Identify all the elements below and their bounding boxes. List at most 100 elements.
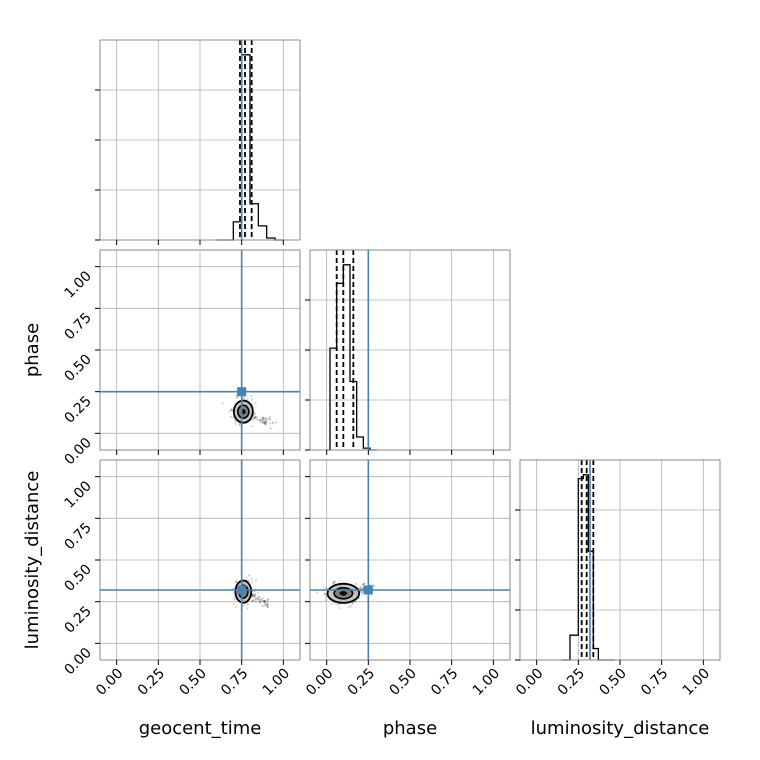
truth-marker — [363, 585, 373, 595]
sample-point — [254, 594, 257, 597]
sample-point — [268, 422, 272, 425]
sample-point — [264, 418, 267, 421]
x-tick-label-0.50: 0.50 — [386, 666, 419, 699]
x-tick-label-0.25: 0.25 — [555, 666, 588, 699]
sample-point — [259, 598, 262, 601]
sample-point — [254, 416, 257, 419]
sample-point — [258, 601, 262, 604]
sample-point — [252, 416, 255, 420]
sample-point — [221, 402, 224, 405]
x-tick-label-0.50: 0.50 — [596, 666, 629, 699]
sample-point — [247, 574, 251, 577]
sample-point — [336, 603, 339, 606]
sample-point — [254, 598, 257, 601]
y-tick-label-0.00: 0.00 — [61, 645, 94, 678]
contour-core — [339, 591, 348, 596]
sample-point — [262, 600, 265, 603]
sample-point — [247, 603, 250, 606]
y-tick-label-0.50: 0.50 — [61, 562, 94, 595]
sample-point — [251, 595, 254, 598]
sample-point — [265, 421, 268, 425]
sample-point — [265, 604, 269, 607]
x-tick-label-0.75: 0.75 — [638, 666, 671, 699]
sample-point — [229, 408, 233, 411]
y-tick-label-0.25: 0.25 — [61, 603, 94, 636]
sample-point — [246, 607, 249, 610]
sample-point — [260, 598, 263, 601]
truth-marker — [237, 585, 247, 595]
sample-point — [253, 412, 257, 415]
sample-point — [263, 421, 266, 424]
sample-point — [252, 417, 256, 420]
y-tick-label-1.00: 1.00 — [61, 478, 94, 511]
x-tick-label-0.75: 0.75 — [428, 666, 461, 699]
sample-point — [257, 598, 260, 602]
sample-point — [251, 600, 255, 603]
sample-point — [266, 600, 269, 603]
sample-point — [316, 591, 319, 594]
sample-point — [274, 421, 277, 424]
sample-point — [250, 581, 253, 584]
sample-point — [261, 419, 264, 422]
sample-point — [255, 596, 258, 600]
sample-point — [263, 599, 266, 602]
sample-point — [251, 599, 254, 603]
sample-point — [253, 595, 256, 598]
sample-point — [264, 599, 267, 603]
sample-point — [230, 408, 233, 411]
sample-point — [354, 600, 357, 603]
sample-point — [323, 593, 327, 596]
sample-point — [234, 422, 237, 425]
sample-point — [229, 415, 233, 419]
sample-point — [263, 604, 266, 607]
sample-point — [255, 415, 258, 418]
sample-point — [257, 596, 260, 599]
y-tick-label-0.25: 0.25 — [61, 393, 94, 426]
sample-point — [263, 602, 267, 605]
histogram-steps-phase — [326, 264, 377, 451]
sample-point — [351, 601, 354, 604]
sample-point — [258, 418, 262, 422]
sample-point — [251, 593, 254, 596]
sample-point — [338, 606, 341, 610]
sample-point — [333, 581, 336, 584]
y-tick-label-0.75: 0.75 — [61, 310, 94, 343]
y-axis-label-phase: phase — [22, 323, 43, 377]
sample-point — [261, 421, 264, 424]
sample-point — [363, 583, 366, 586]
sample-point — [261, 416, 264, 419]
x-axis-label-luminosity_distance: luminosity_distance — [531, 718, 710, 739]
sample-point — [268, 417, 271, 420]
x-tick-label-0.25: 0.25 — [345, 666, 378, 699]
sample-point — [268, 416, 272, 419]
histogram-panel-luminosity_distance — [515, 459, 721, 665]
x-tick-label-0.50: 0.50 — [176, 666, 209, 699]
sample-point — [325, 595, 328, 598]
sample-point — [271, 422, 274, 425]
sample-point — [254, 402, 257, 405]
sample-point — [264, 423, 268, 426]
sample-point — [363, 582, 366, 585]
sample-point — [235, 580, 238, 583]
sample-point — [362, 583, 365, 586]
sample-point — [233, 596, 236, 599]
sample-point — [236, 395, 239, 398]
sample-point — [262, 416, 265, 420]
scatter-panel-geocent_time-vs-phase — [95, 249, 301, 455]
sample-point — [355, 582, 358, 585]
histogram-panel-geocent_time — [95, 39, 301, 245]
sample-point — [263, 600, 266, 603]
sample-point — [266, 603, 269, 606]
sample-point — [234, 581, 237, 584]
sample-point — [252, 592, 255, 596]
sample-point — [266, 605, 269, 608]
sample-point — [354, 600, 357, 603]
sample-point — [234, 420, 237, 423]
sample-point — [250, 395, 253, 398]
x-tick-label-0.00: 0.00 — [93, 666, 126, 699]
sample-point — [324, 598, 327, 602]
x-axis-label-geocent_time: geocent_time — [139, 718, 262, 739]
sample-point — [265, 420, 268, 423]
scatter-panel-geocent_time-vs-luminosity_distance — [95, 459, 301, 665]
sample-point — [253, 593, 257, 596]
